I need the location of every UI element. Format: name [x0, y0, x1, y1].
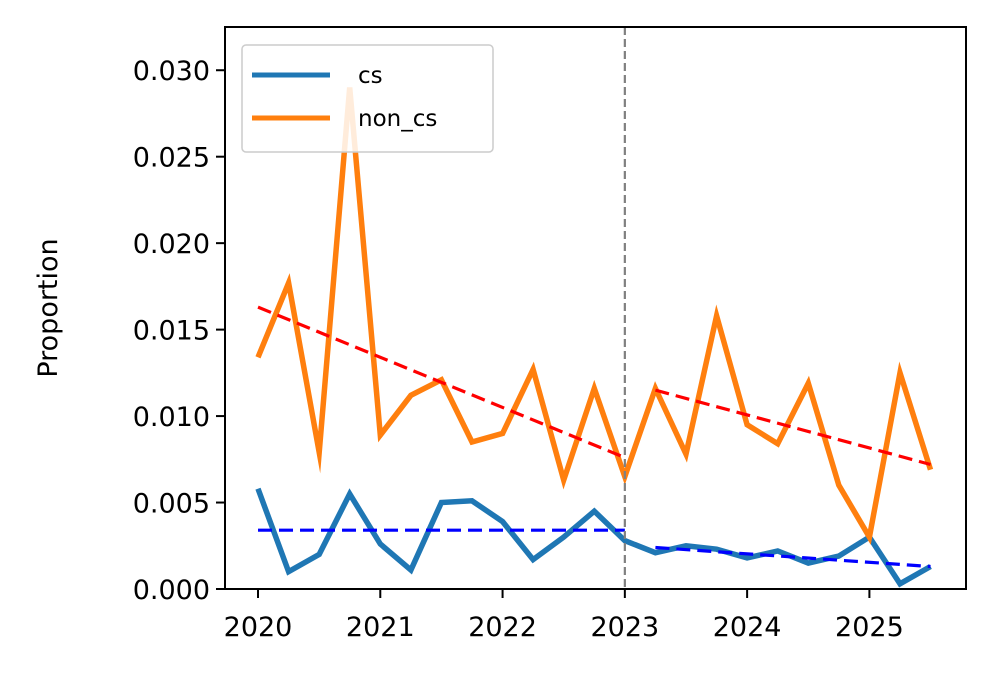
y-tick-label-4: 0.020	[133, 229, 210, 260]
x-tick-label-2020: 2020	[224, 612, 293, 643]
y-tick-label-2: 0.010	[133, 402, 210, 433]
legend-label-non-cs: non_cs	[358, 106, 437, 132]
x-tick-label-2024: 2024	[713, 612, 782, 643]
series-line-cs	[255, 487, 932, 588]
marks-layer	[255, 27, 934, 589]
y-tick-label-5: 0.025	[133, 143, 210, 174]
y-tick-label-6: 0.030	[133, 56, 210, 87]
plot-content	[255, 87, 934, 588]
trend-line-2	[655, 545, 931, 569]
series-line-non-cs	[255, 87, 934, 545]
y-tick-label-1: 0.005	[133, 489, 210, 520]
legend-label-cs: cs	[358, 63, 383, 89]
y-axis-title: Proportion	[33, 238, 64, 377]
x-tick-label-2022: 2022	[468, 612, 537, 643]
trend-line-4	[654, 388, 931, 467]
axes-layer: 2020 2021 2022 2023 2024 2025 0.000 0.005 0.010 0…	[133, 26, 967, 643]
trend-line-3	[257, 305, 626, 460]
x-tick-label-2021: 2021	[346, 612, 415, 643]
legend-frame	[241, 44, 494, 153]
y-tick-label-0: 0.000	[133, 575, 210, 606]
legend: cs non_cs	[241, 44, 494, 153]
x-tick-label-2023: 2023	[590, 612, 659, 643]
y-tick-label-3: 0.015	[133, 316, 210, 347]
axes-frame	[224, 26, 967, 590]
x-tick-label-2025: 2025	[835, 612, 904, 643]
